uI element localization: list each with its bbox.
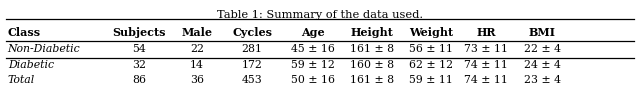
Text: 22 ± 4: 22 ± 4	[524, 44, 561, 54]
Text: 24 ± 4: 24 ± 4	[524, 60, 561, 70]
Text: 59 ± 12: 59 ± 12	[291, 60, 335, 70]
Text: 160 ± 8: 160 ± 8	[350, 60, 394, 70]
Text: 59 ± 11: 59 ± 11	[410, 75, 453, 85]
Text: 73 ± 11: 73 ± 11	[465, 44, 508, 54]
Text: Class: Class	[8, 27, 41, 38]
Text: 161 ± 8: 161 ± 8	[350, 75, 394, 85]
Text: Weight: Weight	[410, 27, 453, 38]
Text: Male: Male	[181, 27, 212, 38]
Text: 45 ± 16: 45 ± 16	[291, 44, 335, 54]
Text: 56 ± 11: 56 ± 11	[410, 44, 453, 54]
Text: HR: HR	[477, 27, 496, 38]
Text: Total: Total	[8, 75, 35, 85]
Text: 36: 36	[190, 75, 204, 85]
Text: Height: Height	[351, 27, 394, 38]
Text: BMI: BMI	[529, 27, 556, 38]
Text: 86: 86	[132, 75, 146, 85]
Text: 62 ± 12: 62 ± 12	[410, 60, 453, 70]
Text: 22: 22	[190, 44, 204, 54]
Text: Cycles: Cycles	[232, 27, 272, 38]
Text: Age: Age	[301, 27, 324, 38]
Text: Non-Diabetic: Non-Diabetic	[8, 44, 81, 54]
Text: 281: 281	[242, 44, 262, 54]
Text: Subjects: Subjects	[113, 27, 166, 38]
Text: 453: 453	[242, 75, 262, 85]
Text: 74 ± 11: 74 ± 11	[465, 75, 508, 85]
Text: Diabetic: Diabetic	[8, 60, 54, 70]
Text: 23 ± 4: 23 ± 4	[524, 75, 561, 85]
Text: 32: 32	[132, 60, 146, 70]
Text: Table 1: Summary of the data used.: Table 1: Summary of the data used.	[217, 10, 423, 20]
Text: 54: 54	[132, 44, 146, 54]
Text: 161 ± 8: 161 ± 8	[350, 44, 394, 54]
Text: 14: 14	[190, 60, 204, 70]
Text: 172: 172	[242, 60, 262, 70]
Text: 50 ± 16: 50 ± 16	[291, 75, 335, 85]
Text: 74 ± 11: 74 ± 11	[465, 60, 508, 70]
